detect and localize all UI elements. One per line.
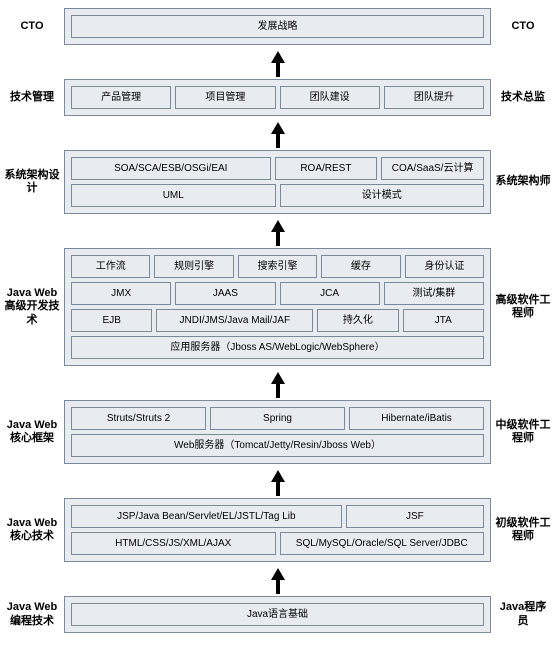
arrow-2	[4, 220, 551, 246]
arrow-up-icon	[271, 122, 285, 134]
right-label-5: 初级软件工程师	[491, 517, 551, 543]
arrow-up-icon	[271, 51, 285, 63]
cell-3-1-0: JMX	[71, 282, 171, 305]
cell-5-1-1: SQL/MySQL/Oracle/SQL Server/JDBC	[280, 532, 485, 555]
left-label-2: 系统架构设计	[4, 169, 64, 195]
left-label-1: 技术管理	[4, 91, 64, 104]
cell-2-1-0: UML	[71, 184, 276, 207]
row-5-0: JSP/Java Bean/Servlet/EL/JSTL/Tag LibJSF	[71, 505, 484, 528]
layer-3: Java Web 高级开发技术工作流规则引擎搜索引擎缓存身份认证JMXJAASJ…	[4, 248, 551, 366]
cell-3-1-3: 测试/集群	[384, 282, 484, 305]
layer-4: Java Web 核心框架Struts/Struts 2SpringHibern…	[4, 400, 551, 464]
right-label-2: 系统架构师	[491, 175, 551, 188]
right-label-6: Java程序员	[491, 601, 551, 627]
cell-3-0-1: 规则引擎	[154, 255, 233, 278]
row-5-1: HTML/CSS/JS/XML/AJAXSQL/MySQL/Oracle/SQL…	[71, 532, 484, 555]
cell-1-0-0: 产品管理	[71, 86, 171, 109]
arrow-4	[4, 470, 551, 496]
cell-3-1-1: JAAS	[175, 282, 275, 305]
cell-3-0-0: 工作流	[71, 255, 150, 278]
cell-6-0-0: Java语言基础	[71, 603, 484, 626]
layer-0: CTO 发展战略 CTO	[4, 8, 551, 45]
row-0-0: 发展战略	[71, 15, 484, 38]
cell-5-0-1: JSF	[346, 505, 484, 528]
group-box-5: JSP/Java Bean/Servlet/EL/JSTL/Tag LibJSF…	[64, 498, 491, 562]
row-4-0: Struts/Struts 2SpringHibernate/iBatis	[71, 407, 484, 430]
group-box-3: 工作流规则引擎搜索引擎缓存身份认证 JMXJAASJCA测试/集群 EJBJNDI/…	[64, 248, 491, 366]
cell-3-2-2: 持久化	[317, 309, 398, 332]
cell-2-0-1: ROA/REST	[275, 157, 378, 180]
row-3-0: 工作流规则引擎搜索引擎缓存身份认证	[71, 255, 484, 278]
cell-3-2-3: JTA	[403, 309, 484, 332]
cell-4-0-0: Struts/Struts 2	[71, 407, 206, 430]
row-4-1: Web服务器（Tomcat/Jetty/Resin/Jboss Web）	[71, 434, 484, 457]
row-3-3: 应用服务器（Jboss AS/WebLogic/WebSphere）	[71, 336, 484, 359]
right-label-1: 技术总监	[491, 91, 551, 104]
arrow-3	[4, 372, 551, 398]
arrow-up-icon	[271, 470, 285, 482]
cell-3-0-2: 搜索引擎	[238, 255, 317, 278]
left-label-4: Java Web 核心框架	[4, 419, 64, 445]
row-1-0: 产品管理项目管理团队建设团队提升	[71, 86, 484, 109]
cell-3-0-4: 身份认证	[405, 255, 484, 278]
cell-2-1-1: 设计模式	[280, 184, 485, 207]
cell-3-2-0: EJB	[71, 309, 152, 332]
arrow-5	[4, 568, 551, 594]
cell-2-0-2: COA/SaaS/云计算	[381, 157, 484, 180]
row-3-2: EJBJNDI/JMS/Java Mail/JAF持久化JTA	[71, 309, 484, 332]
cell-0-0-0: 发展战略	[71, 15, 484, 38]
cell-4-1-0: Web服务器（Tomcat/Jetty/Resin/Jboss Web）	[71, 434, 484, 457]
layer-6: Java Web 编程技术 Java语言基础 Java程序员	[4, 596, 551, 633]
cell-1-0-3: 团队提升	[384, 86, 484, 109]
cell-3-1-2: JCA	[280, 282, 380, 305]
group-box-0: 发展战略	[64, 8, 491, 45]
cell-4-0-2: Hibernate/iBatis	[349, 407, 484, 430]
layer-2: 系统架构设计SOA/SCA/ESB/OSGi/EAIROA/RESTCOA/Sa…	[4, 150, 551, 214]
layer-1: 技术管理产品管理项目管理团队建设团队提升技术总监	[4, 79, 551, 116]
row-2-1: UML设计模式	[71, 184, 484, 207]
left-label-6: Java Web 编程技术	[4, 601, 64, 627]
cell-3-0-3: 缓存	[321, 255, 400, 278]
left-label-5: Java Web 核心技术	[4, 517, 64, 543]
arrow-up-icon	[271, 372, 285, 384]
cell-4-0-1: Spring	[210, 407, 345, 430]
group-box-6: Java语言基础	[64, 596, 491, 633]
row-2-0: SOA/SCA/ESB/OSGi/EAIROA/RESTCOA/SaaS/云计算	[71, 157, 484, 180]
arrow-up-icon	[271, 220, 285, 232]
cell-1-0-2: 团队建设	[280, 86, 380, 109]
group-box-2: SOA/SCA/ESB/OSGi/EAIROA/RESTCOA/SaaS/云计算…	[64, 150, 491, 214]
row-6-0: Java语言基础	[71, 603, 484, 626]
arrow-0	[4, 51, 551, 77]
cell-5-0-0: JSP/Java Bean/Servlet/EL/JSTL/Tag Lib	[71, 505, 342, 528]
row-3-1: JMXJAASJCA测试/集群	[71, 282, 484, 305]
group-box-4: Struts/Struts 2SpringHibernate/iBatis Web…	[64, 400, 491, 464]
layer-5: Java Web 核心技术JSP/Java Bean/Servlet/EL/JS…	[4, 498, 551, 562]
group-box-1: 产品管理项目管理团队建设团队提升	[64, 79, 491, 116]
right-label-0: CTO	[491, 20, 551, 33]
left-label-0: CTO	[4, 20, 64, 33]
arrow-1	[4, 122, 551, 148]
arrow-up-icon	[271, 568, 285, 580]
cell-2-0-0: SOA/SCA/ESB/OSGi/EAI	[71, 157, 271, 180]
left-label-3: Java Web 高级开发技术	[4, 287, 64, 327]
right-label-3: 高级软件工程师	[491, 294, 551, 320]
cell-5-1-0: HTML/CSS/JS/XML/AJAX	[71, 532, 276, 555]
cell-1-0-1: 项目管理	[175, 86, 275, 109]
cell-3-3-0: 应用服务器（Jboss AS/WebLogic/WebSphere）	[71, 336, 484, 359]
right-label-4: 中级软件工程师	[491, 419, 551, 445]
cell-3-2-1: JNDI/JMS/Java Mail/JAF	[156, 309, 313, 332]
